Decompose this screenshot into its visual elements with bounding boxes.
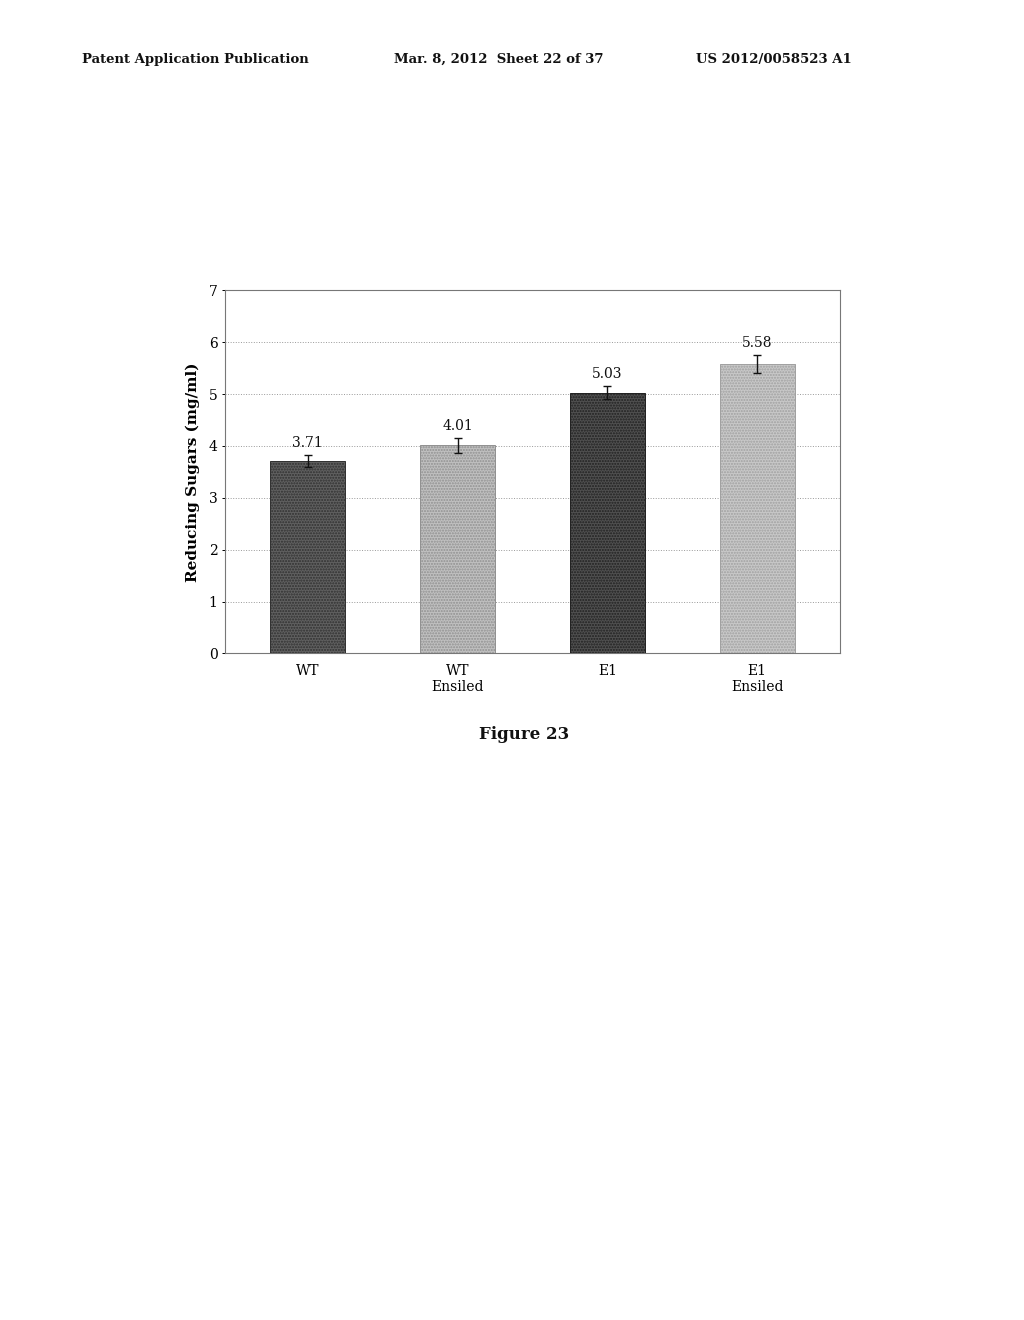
Text: 5.03: 5.03 bbox=[592, 367, 623, 381]
Text: Mar. 8, 2012  Sheet 22 of 37: Mar. 8, 2012 Sheet 22 of 37 bbox=[394, 53, 604, 66]
Text: 3.71: 3.71 bbox=[292, 436, 324, 450]
Bar bbox=[720, 364, 795, 653]
Text: 5.58: 5.58 bbox=[742, 337, 772, 350]
Text: 4.01: 4.01 bbox=[442, 418, 473, 433]
Text: Figure 23: Figure 23 bbox=[479, 726, 569, 743]
Bar bbox=[270, 461, 345, 653]
Bar bbox=[570, 392, 645, 653]
Bar bbox=[420, 445, 495, 653]
Text: Patent Application Publication: Patent Application Publication bbox=[82, 53, 308, 66]
Text: US 2012/0058523 A1: US 2012/0058523 A1 bbox=[696, 53, 852, 66]
Y-axis label: Reducing Sugars (mg/ml): Reducing Sugars (mg/ml) bbox=[186, 362, 201, 582]
